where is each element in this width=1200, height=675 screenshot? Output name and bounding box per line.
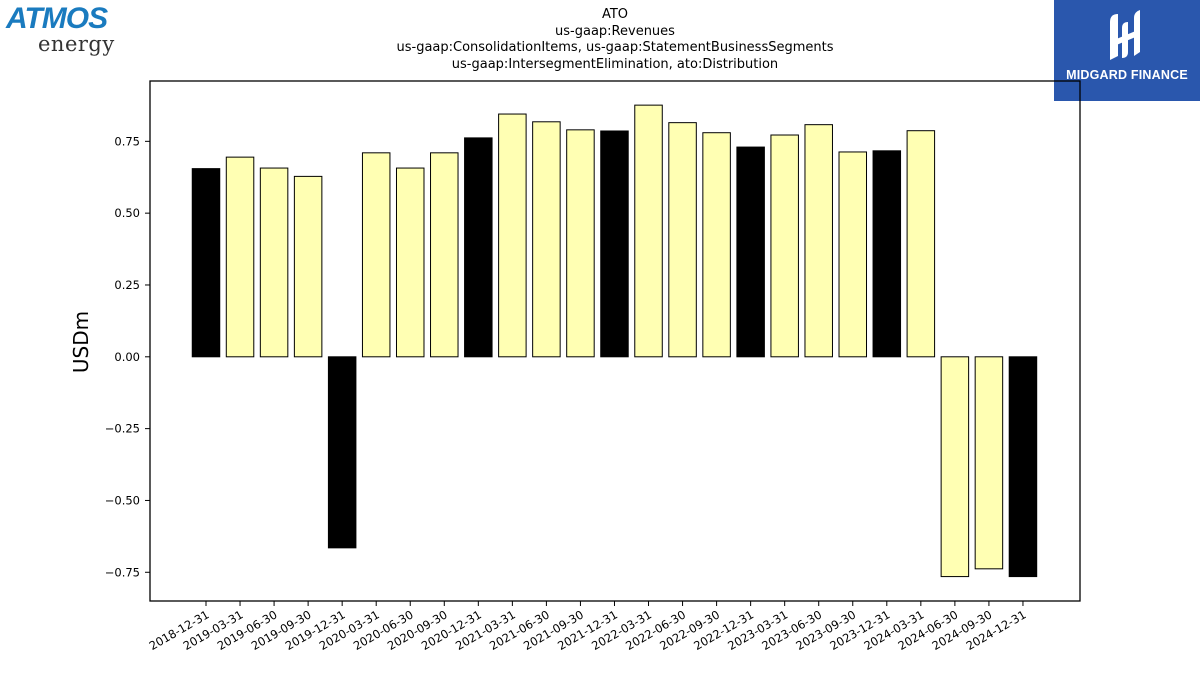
bar (430, 152, 459, 358)
bar (736, 146, 765, 358)
y-tick-label: 0.75 (114, 134, 140, 148)
bar (702, 132, 731, 358)
y-tick-label: −0.25 (105, 422, 140, 436)
y-axis-label: USDm (69, 311, 93, 373)
bar (770, 134, 799, 358)
bar (940, 356, 970, 578)
atmos-logo-wordmark: ATMOS (6, 2, 108, 35)
bar (804, 124, 833, 358)
chart-title-line: us-gaap:ConsolidationItems, us-gaap:Stat… (396, 40, 834, 55)
bar (668, 122, 697, 358)
bar (838, 151, 868, 358)
bar (327, 356, 357, 549)
bar (872, 150, 902, 358)
bar (395, 167, 425, 358)
chart-title-line: ATO (601, 7, 629, 22)
bar (259, 167, 289, 358)
bar (634, 104, 663, 358)
y-tick-label: −0.75 (105, 565, 140, 579)
bar (566, 129, 595, 358)
bar (1008, 356, 1038, 578)
midgard-finance-logo: MIDGARD FINANCE (1054, 0, 1200, 101)
bar (600, 130, 629, 358)
midgard-emblem-icon (1110, 10, 1140, 60)
atmos-energy-logo: ATMOS energy (4, 2, 129, 60)
bar (464, 137, 493, 358)
bar (225, 156, 255, 358)
y-tick-label: 0.00 (114, 350, 140, 364)
bar (361, 152, 391, 358)
midgard-logo-text: MIDGARD FINANCE (1066, 68, 1188, 82)
y-tick-label: 0.25 (114, 278, 140, 292)
bar (906, 130, 936, 358)
bar (191, 168, 221, 358)
atmos-logo-subtext: energy (38, 32, 115, 56)
bar (293, 175, 323, 358)
bar (498, 113, 527, 358)
chart-title-line: us-gaap:Revenues (555, 23, 675, 39)
y-tick-label: −0.50 (105, 493, 140, 507)
chart-title: ATO us-gaap:Revenues us-gaap:Consolidati… (300, 7, 930, 73)
plot-frame (149, 80, 1081, 602)
bar (532, 121, 561, 358)
chart-title-line: us-gaap:IntersegmentElimination, ato:Dis… (451, 56, 779, 72)
bar (974, 356, 1004, 570)
y-tick-label: 0.50 (114, 206, 140, 220)
